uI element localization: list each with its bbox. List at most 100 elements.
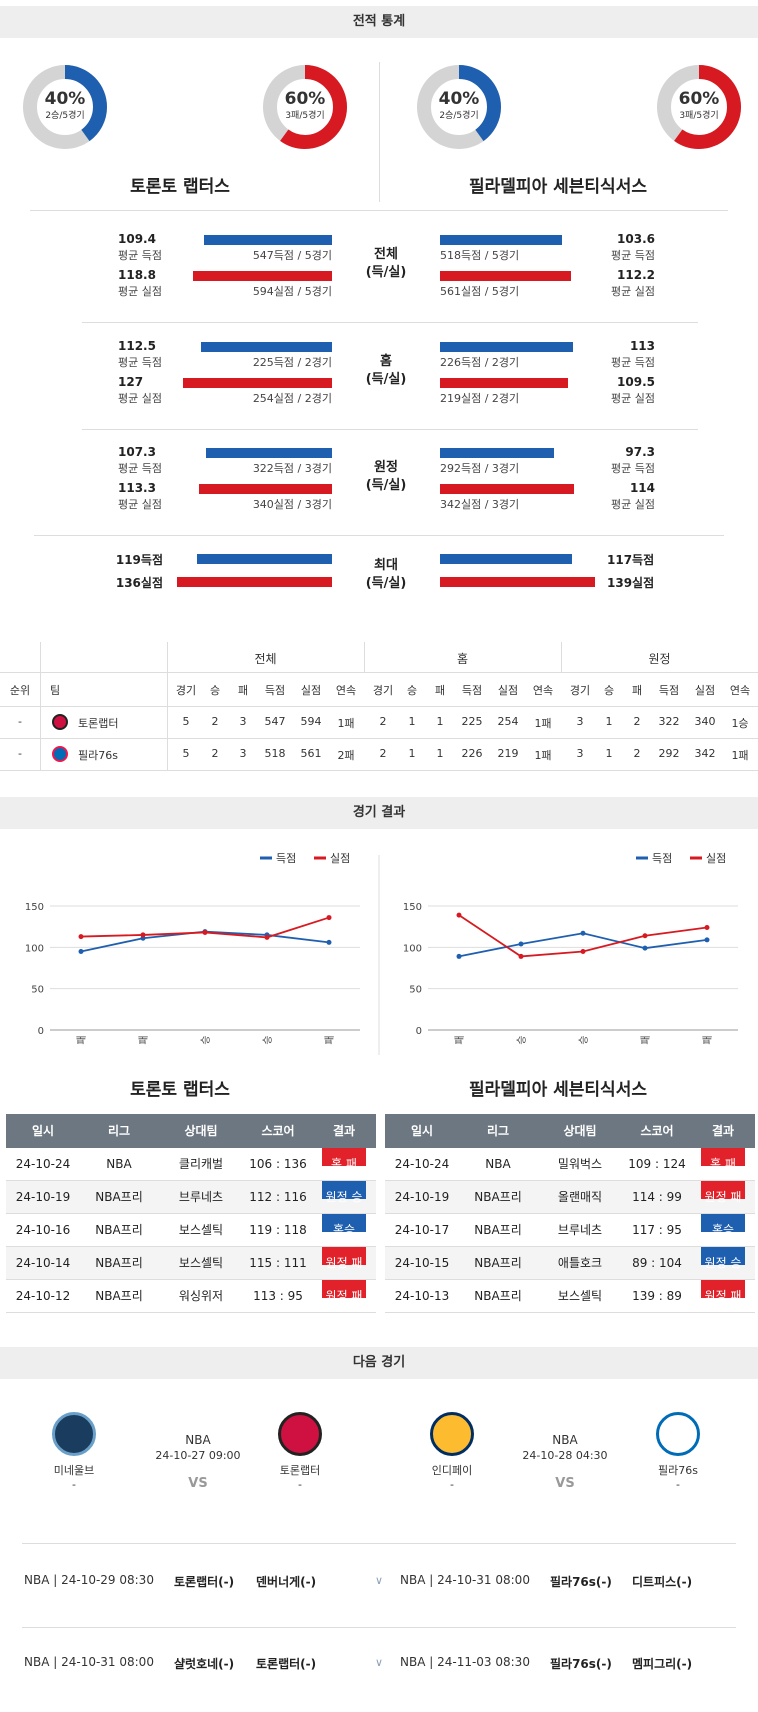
- schedule-team2[interactable]: 멤피그리(-): [632, 1657, 693, 1671]
- data-point: [326, 939, 332, 945]
- y-tick-label: 50: [31, 985, 44, 996]
- results-league: NBA프리: [95, 1256, 143, 1270]
- results-league: NBA: [485, 1157, 511, 1171]
- standings-cell: 340: [694, 715, 716, 728]
- data-point: [456, 912, 462, 918]
- data-point: [518, 953, 524, 959]
- results-opp: 보스셀틱: [557, 1289, 603, 1303]
- legend-label: 실점: [330, 852, 350, 865]
- legend-label: 득점: [652, 852, 672, 865]
- results-header-row: 일시 리그 상대팀 스코어 결과: [6, 1114, 376, 1148]
- x-tick-label: 패: [702, 1035, 714, 1044]
- stat-label: 평균 실점: [118, 392, 162, 405]
- x-tick-label: 패: [454, 1035, 466, 1044]
- standings-group-header: 전체: [254, 652, 277, 666]
- next-league: NBA: [552, 1433, 578, 1447]
- data-point: [642, 945, 648, 951]
- chevron-down-icon[interactable]: ∨: [375, 1656, 384, 1669]
- results-score: 112 : 116: [249, 1190, 307, 1204]
- stat-bar: [199, 484, 332, 494]
- stat-bar-text: 292득점 / 3경기: [440, 462, 520, 475]
- results-row[interactable]: 24-10-19 NBA프리 올랜매직 114 : 99 원정 패: [385, 1181, 755, 1214]
- stat-bar-text: 219실점 / 2경기: [440, 392, 520, 405]
- standings-col-header: 패: [631, 684, 643, 697]
- donut-percent: 60%: [284, 89, 326, 109]
- standings-cell: 2: [379, 747, 387, 760]
- standings-cell: 322: [658, 715, 680, 728]
- results-league: NBA프리: [95, 1190, 143, 1204]
- schedule-team1[interactable]: 필라76s(-): [550, 1575, 612, 1589]
- results-col-header: 결과: [332, 1124, 356, 1138]
- results-row[interactable]: 24-10-19 NBA프리 브루네츠 112 : 116 원정 승: [6, 1181, 376, 1214]
- y-tick-label: 100: [25, 943, 44, 954]
- stat-label: 평균 득점: [118, 356, 162, 369]
- results-score: 106 : 136: [249, 1157, 307, 1171]
- stat-value: 113.3: [118, 481, 156, 495]
- results-opp: 브루네츠: [178, 1190, 224, 1204]
- results-row[interactable]: 24-10-14 NBA프리 보스셀틱 115 : 111 원정 패: [6, 1247, 376, 1280]
- next-home-sub: -: [72, 1478, 76, 1491]
- standings-cell: 594: [300, 715, 322, 728]
- schedule-team1[interactable]: 필라76s(-): [550, 1657, 612, 1671]
- y-tick-label: 150: [25, 902, 44, 913]
- results-score: 114 : 99: [632, 1190, 682, 1204]
- section-header-results: 경기 결과: [0, 797, 758, 829]
- standings-cell: 561: [300, 747, 322, 760]
- schedule-team1[interactable]: 토론랩터(-): [174, 1575, 235, 1589]
- schedule-team2[interactable]: 토론랩터(-): [256, 1657, 317, 1671]
- results-row[interactable]: 24-10-17 NBA프리 브루네츠 117 : 95 홈승: [385, 1214, 755, 1247]
- toronto-logo: [278, 1412, 322, 1456]
- standings-team[interactable]: 필라76s: [78, 749, 118, 762]
- chevron-down-icon[interactable]: ∨: [375, 1574, 384, 1587]
- standings-col-header: 승: [209, 684, 221, 697]
- standings-cell: 342: [694, 747, 716, 760]
- results-row[interactable]: 24-10-15 NBA프리 애틀호크 89 : 104 원정 승: [385, 1247, 755, 1280]
- results-row[interactable]: 24-10-24 NBA 밀워벅스 109 : 124 홈 패: [385, 1148, 755, 1181]
- schedule-team2[interactable]: 디트피스(-): [632, 1575, 693, 1589]
- stat-label: 평균 득점: [118, 249, 162, 262]
- away-team-results-title: 필라델피아 세븐티식서스: [469, 1080, 647, 1100]
- group-label: 홈: [380, 354, 392, 369]
- divider: [0, 706, 758, 707]
- results-opp: 보스셀틱: [178, 1256, 224, 1270]
- next-away-team: 필라76s: [658, 1464, 698, 1477]
- results-score: 113 : 95: [253, 1289, 303, 1303]
- schedule-team2[interactable]: 덴버너게(-): [256, 1575, 317, 1589]
- results-date: 24-10-19: [15, 1190, 71, 1204]
- results-score: 109 : 124: [628, 1157, 686, 1171]
- divider: [0, 770, 758, 771]
- results-row[interactable]: 24-10-12 NBA프리 워싱위저 113 : 95 원정 패: [6, 1280, 376, 1313]
- group-label: 최대: [374, 558, 398, 573]
- divider: [30, 210, 728, 211]
- y-tick-label: 100: [403, 943, 422, 954]
- schedule-team1[interactable]: 샬럿호네(-): [174, 1657, 235, 1671]
- donut-label: 60% 3패/5경기: [262, 90, 348, 121]
- data-point: [704, 937, 710, 943]
- result-badge: 홈승: [701, 1214, 745, 1237]
- results-score: 119 : 118: [249, 1223, 307, 1237]
- results-row[interactable]: 24-10-16 NBA프리 보스셀틱 119 : 118 홈승: [6, 1214, 376, 1247]
- results-row[interactable]: 24-10-13 NBA프리 보스셀틱 139 : 89 원정 패: [385, 1280, 755, 1313]
- results-score: 115 : 111: [249, 1256, 307, 1270]
- results-opp: 워싱위저: [178, 1289, 224, 1303]
- standings-cell: 2: [633, 715, 641, 728]
- results-header-row: 일시 리그 상대팀 스코어 결과: [385, 1114, 755, 1148]
- standings-cell: 2패: [337, 749, 355, 762]
- results-col-header: 상대팀: [184, 1124, 218, 1138]
- standings-col-header: 득점: [658, 684, 680, 697]
- standings-cell: 3: [576, 747, 584, 760]
- max-value: 119득점: [115, 553, 163, 567]
- x-tick-label: 패: [76, 1035, 88, 1044]
- result-badge: 원정 패: [701, 1181, 745, 1204]
- x-tick-label: 승: [200, 1035, 212, 1044]
- donut-percent: 40%: [44, 89, 86, 109]
- stat-label: 평균 득점: [611, 462, 655, 475]
- stat-label: 평균 득점: [118, 462, 162, 475]
- standings-team[interactable]: 토론랩터: [78, 717, 119, 730]
- results-row[interactable]: 24-10-24 NBA 클리캐벌 106 : 136 홈 패: [6, 1148, 376, 1181]
- schedule-info: NBA | 24-11-03 08:30: [400, 1655, 530, 1669]
- results-opp: 애틀호크: [557, 1256, 603, 1270]
- standings-col-header: 경기: [569, 684, 591, 697]
- standings-cell: 1패: [534, 749, 552, 762]
- divider: [364, 642, 365, 672]
